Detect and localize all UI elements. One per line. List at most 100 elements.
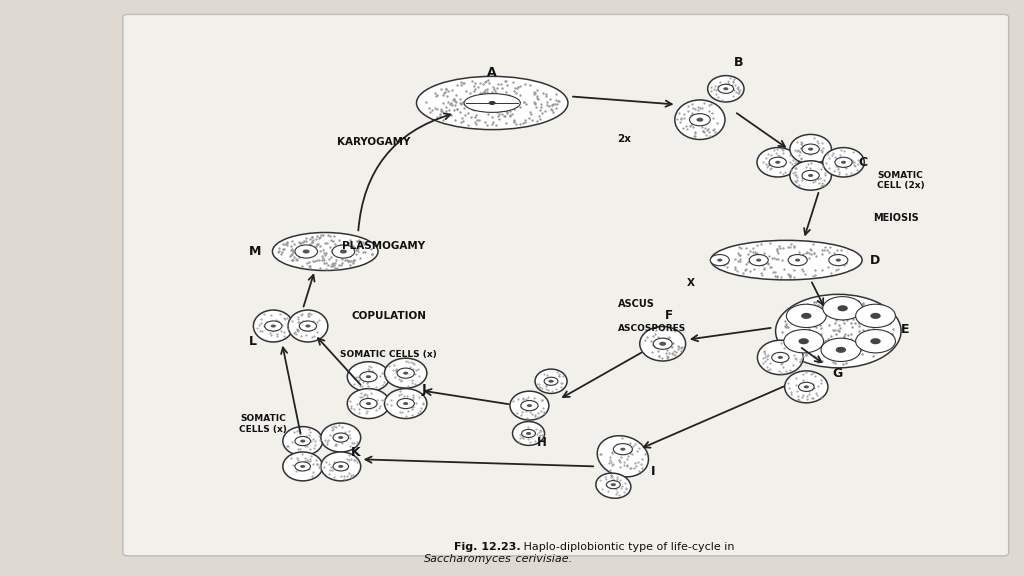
Ellipse shape — [417, 77, 568, 130]
Text: PLASMOGAMY: PLASMOGAMY — [342, 241, 426, 251]
Circle shape — [856, 304, 895, 328]
Text: Saccharomyces: Saccharomyces — [424, 554, 512, 564]
Ellipse shape — [822, 147, 864, 177]
Ellipse shape — [253, 310, 293, 342]
Circle shape — [870, 338, 881, 344]
Circle shape — [521, 400, 538, 411]
Circle shape — [295, 462, 310, 471]
Circle shape — [295, 245, 317, 258]
Ellipse shape — [597, 435, 648, 477]
Text: M: M — [249, 245, 261, 258]
Circle shape — [359, 372, 377, 382]
Ellipse shape — [347, 389, 390, 419]
Circle shape — [300, 465, 305, 468]
Ellipse shape — [708, 75, 744, 102]
Circle shape — [264, 321, 282, 331]
Circle shape — [403, 372, 409, 374]
Circle shape — [606, 480, 621, 488]
Circle shape — [299, 321, 316, 331]
Circle shape — [802, 144, 819, 154]
Ellipse shape — [384, 358, 427, 388]
Ellipse shape — [784, 371, 828, 403]
Circle shape — [717, 259, 722, 262]
Circle shape — [750, 255, 768, 266]
Circle shape — [549, 380, 554, 383]
Circle shape — [333, 433, 348, 442]
Circle shape — [300, 439, 305, 442]
Circle shape — [338, 465, 343, 468]
Ellipse shape — [790, 161, 831, 190]
Text: MEIOSIS: MEIOSIS — [872, 213, 919, 223]
Circle shape — [340, 249, 347, 253]
Text: A: A — [487, 66, 497, 79]
Circle shape — [801, 313, 811, 319]
Text: X: X — [687, 278, 695, 288]
Circle shape — [778, 356, 783, 359]
Circle shape — [689, 113, 711, 126]
Circle shape — [332, 245, 354, 258]
Circle shape — [723, 88, 728, 90]
Text: 2x: 2x — [616, 134, 631, 145]
Ellipse shape — [596, 473, 631, 498]
Ellipse shape — [288, 310, 328, 342]
Circle shape — [295, 437, 310, 446]
Ellipse shape — [513, 422, 545, 445]
Ellipse shape — [321, 452, 360, 481]
Circle shape — [653, 338, 672, 349]
Text: J: J — [421, 383, 426, 396]
Circle shape — [270, 324, 275, 328]
Text: Fig. 12.23.: Fig. 12.23. — [454, 542, 520, 552]
Circle shape — [783, 329, 823, 353]
Ellipse shape — [283, 427, 323, 456]
Circle shape — [366, 402, 371, 405]
Circle shape — [802, 170, 819, 180]
Circle shape — [838, 305, 848, 311]
Circle shape — [521, 430, 536, 438]
Circle shape — [804, 385, 809, 388]
Ellipse shape — [321, 423, 360, 452]
Ellipse shape — [272, 233, 378, 271]
Circle shape — [756, 259, 761, 262]
Ellipse shape — [711, 240, 862, 280]
Text: ASCOSPORES: ASCOSPORES — [618, 324, 686, 333]
Ellipse shape — [384, 389, 427, 419]
Ellipse shape — [675, 100, 725, 139]
Circle shape — [359, 399, 377, 408]
Circle shape — [808, 174, 813, 177]
Circle shape — [696, 118, 703, 122]
Text: E: E — [901, 323, 909, 336]
Circle shape — [821, 338, 861, 362]
Circle shape — [613, 444, 633, 455]
Circle shape — [711, 255, 729, 266]
Ellipse shape — [790, 134, 831, 164]
Ellipse shape — [640, 327, 686, 361]
Text: B: B — [734, 56, 743, 69]
Circle shape — [836, 347, 846, 353]
Text: ASCUS: ASCUS — [618, 299, 655, 309]
Ellipse shape — [775, 294, 901, 368]
Circle shape — [718, 84, 733, 93]
Circle shape — [828, 255, 848, 266]
Circle shape — [333, 462, 348, 471]
Ellipse shape — [464, 94, 520, 112]
Text: cerivisiae.: cerivisiae. — [512, 554, 572, 564]
Circle shape — [526, 404, 532, 407]
Circle shape — [808, 147, 813, 151]
Circle shape — [870, 313, 881, 319]
Text: KARYOGAMY: KARYOGAMY — [337, 137, 411, 147]
Text: C: C — [858, 156, 867, 169]
Circle shape — [822, 297, 862, 320]
Circle shape — [795, 259, 800, 262]
Circle shape — [610, 483, 616, 486]
Text: K: K — [351, 446, 360, 459]
Circle shape — [659, 342, 667, 346]
Circle shape — [403, 402, 409, 405]
Circle shape — [799, 382, 814, 392]
Ellipse shape — [510, 391, 549, 420]
Circle shape — [856, 329, 895, 353]
Text: G: G — [833, 367, 843, 380]
Circle shape — [544, 377, 558, 385]
Text: SOMATIC
CELLS (x): SOMATIC CELLS (x) — [239, 414, 287, 434]
Circle shape — [788, 255, 807, 266]
Text: COPULATION: COPULATION — [351, 311, 427, 321]
